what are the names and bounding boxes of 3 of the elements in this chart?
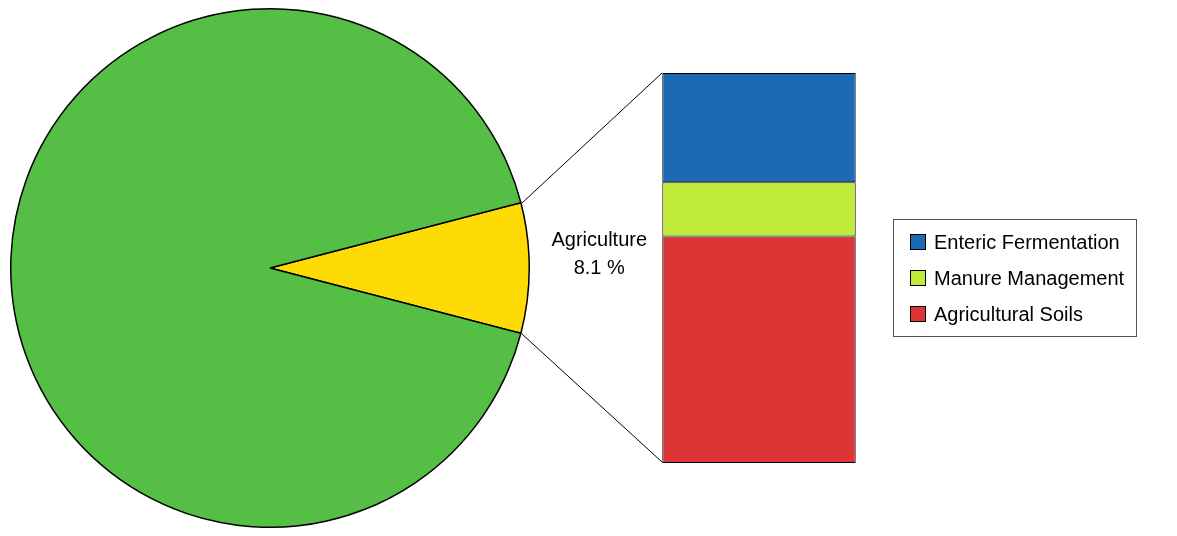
legend-label: Manure Management	[934, 267, 1125, 289]
legend-label: Enteric Fermentation	[934, 231, 1120, 253]
text: Agricultural Soils	[934, 303, 1083, 325]
